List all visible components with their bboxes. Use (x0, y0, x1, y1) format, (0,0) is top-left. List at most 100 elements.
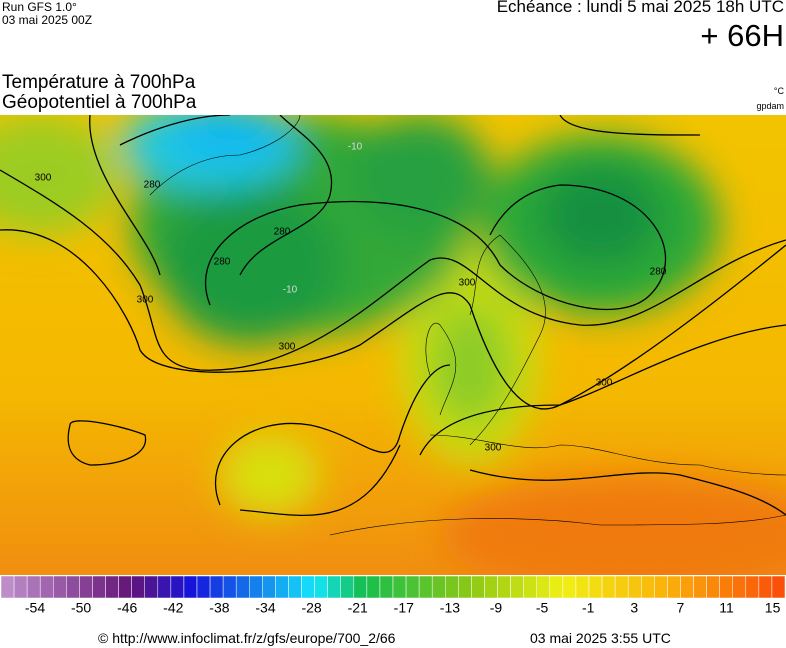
colorbar-swatch (588, 575, 603, 599)
colorbar-swatch (105, 575, 119, 599)
colorbar-swatch (118, 575, 132, 599)
colorbar-swatch (301, 575, 315, 599)
colorbar-swatch (26, 575, 41, 599)
colorbar-swatch (92, 575, 106, 599)
colorbar-label: -42 (163, 600, 183, 616)
geopotential-contours (0, 115, 786, 517)
colorbar-swatch (471, 575, 485, 599)
colorbar-swatch (144, 575, 159, 599)
colorbar-swatch (771, 575, 786, 599)
colorbar-swatch (627, 575, 642, 599)
unit-geopotential: gpdam (756, 101, 784, 111)
colorbar-swatch (706, 575, 720, 599)
colorbar-swatch (157, 575, 172, 599)
contour-label: 280 (274, 227, 291, 238)
colorbar-swatch (222, 575, 237, 599)
valid-time: Echéance : lundi 5 mai 2025 18h UTC (496, 0, 784, 16)
coastlines (149, 115, 786, 536)
colorbar-swatch (484, 575, 498, 599)
colorbar-swatch (693, 575, 707, 599)
colorbar-swatch (680, 575, 694, 599)
colorbar-swatch (275, 575, 289, 599)
colorbar-swatch (53, 575, 67, 599)
colorbar-swatch (39, 575, 54, 599)
colorbar-swatch (0, 575, 15, 599)
colorbar-swatch (66, 575, 80, 599)
contour-label: 300 (459, 278, 476, 289)
colorbar-label: -38 (209, 600, 229, 616)
colorbar-label: -1 (582, 600, 595, 616)
run-date: 03 mai 2025 00Z (2, 13, 93, 27)
colorbar-swatch (196, 575, 211, 599)
colorbar-swatch (745, 575, 760, 599)
colorbar-swatch (614, 575, 629, 599)
colorbar-swatch (549, 575, 564, 599)
colorbar-swatch (327, 575, 341, 599)
colorbar-label: -13 (440, 600, 460, 616)
colorbar-swatch (379, 575, 394, 599)
colorbar (0, 575, 786, 599)
colorbar-swatch (523, 575, 537, 599)
colorbar-label: 3 (630, 600, 638, 616)
colorbar-label: -5 (536, 600, 549, 616)
contour-label: 280 (144, 180, 161, 191)
map: 300 280 280 280 300 300 300 280 300 300 -10 -10 (0, 115, 786, 575)
colorbar-swatch (719, 575, 733, 599)
contour-label: 280 (214, 257, 231, 268)
colorbar-swatch (209, 575, 224, 599)
contour-label: 280 (650, 267, 667, 278)
colorbar-swatch (262, 575, 276, 599)
run-label: Run GFS 1.0° (2, 0, 77, 14)
contour-label: 300 (137, 295, 154, 306)
colorbar-label: -46 (117, 600, 137, 616)
colorbar-swatch (732, 575, 747, 599)
colorbar-label: -17 (394, 600, 414, 616)
colorbar-swatch (497, 575, 511, 599)
contour-label: -10 (348, 142, 363, 153)
colorbar-swatch (131, 575, 145, 599)
colorbar-swatch (758, 575, 773, 599)
colorbar-swatch (641, 575, 655, 599)
colorbar-swatch (418, 575, 433, 599)
colorbar-swatch (510, 575, 524, 599)
colorbar-label: -54 (25, 600, 45, 616)
colorbar-swatch (601, 575, 616, 599)
colorbar-swatch (249, 575, 263, 599)
colorbar-swatch (562, 575, 577, 599)
colorbar-labels: -54 -50 -46 -42 -38 -34 -28 -21 -17 -13 -9 -5 -1 3 7 11… (25, 600, 781, 616)
contour-label: 300 (279, 342, 296, 353)
colorbar-label: 7 (677, 600, 685, 616)
colorbar-swatch (431, 575, 446, 599)
footer-source: © http://www.infoclimat.fr/z/gfs/europe/… (98, 630, 396, 646)
colorbar-label: -28 (301, 600, 321, 616)
contour-label: -10 (283, 285, 298, 296)
colorbar-label: -50 (71, 600, 91, 616)
colorbar-swatch (314, 575, 328, 599)
colorbar-label: -34 (255, 600, 275, 616)
title-line1: Température à 700hPa (2, 72, 196, 93)
footer-generated: 03 mai 2025 3:55 UTC (530, 630, 671, 646)
colorbar-swatch (13, 575, 28, 599)
colorbar-swatch (458, 575, 472, 599)
colorbar-swatch (654, 575, 668, 599)
colorbar-swatch (575, 575, 590, 599)
colorbar-swatch (340, 575, 355, 599)
colorbar-swatch (288, 575, 302, 599)
colorbar-swatch (170, 575, 185, 599)
colorbar-swatch (183, 575, 198, 599)
colorbar-label: 15 (765, 600, 781, 616)
colorbar-label: -9 (490, 600, 503, 616)
unit-temperature: °C (773, 86, 784, 96)
contour-label: 300 (35, 173, 52, 184)
colorbar-swatch (536, 575, 551, 599)
contour-label: 300 (596, 378, 613, 389)
colorbar-swatch (667, 575, 681, 599)
colorbar-label: -21 (348, 600, 368, 616)
colorbar-swatch (405, 575, 420, 599)
title-line2: Géopotentiel à 700hPa (2, 92, 197, 113)
colorbar-swatch (79, 575, 93, 599)
colorbar-swatch (445, 575, 459, 599)
colorbar-label: 11 (719, 600, 734, 616)
contour-label: 300 (485, 443, 502, 454)
